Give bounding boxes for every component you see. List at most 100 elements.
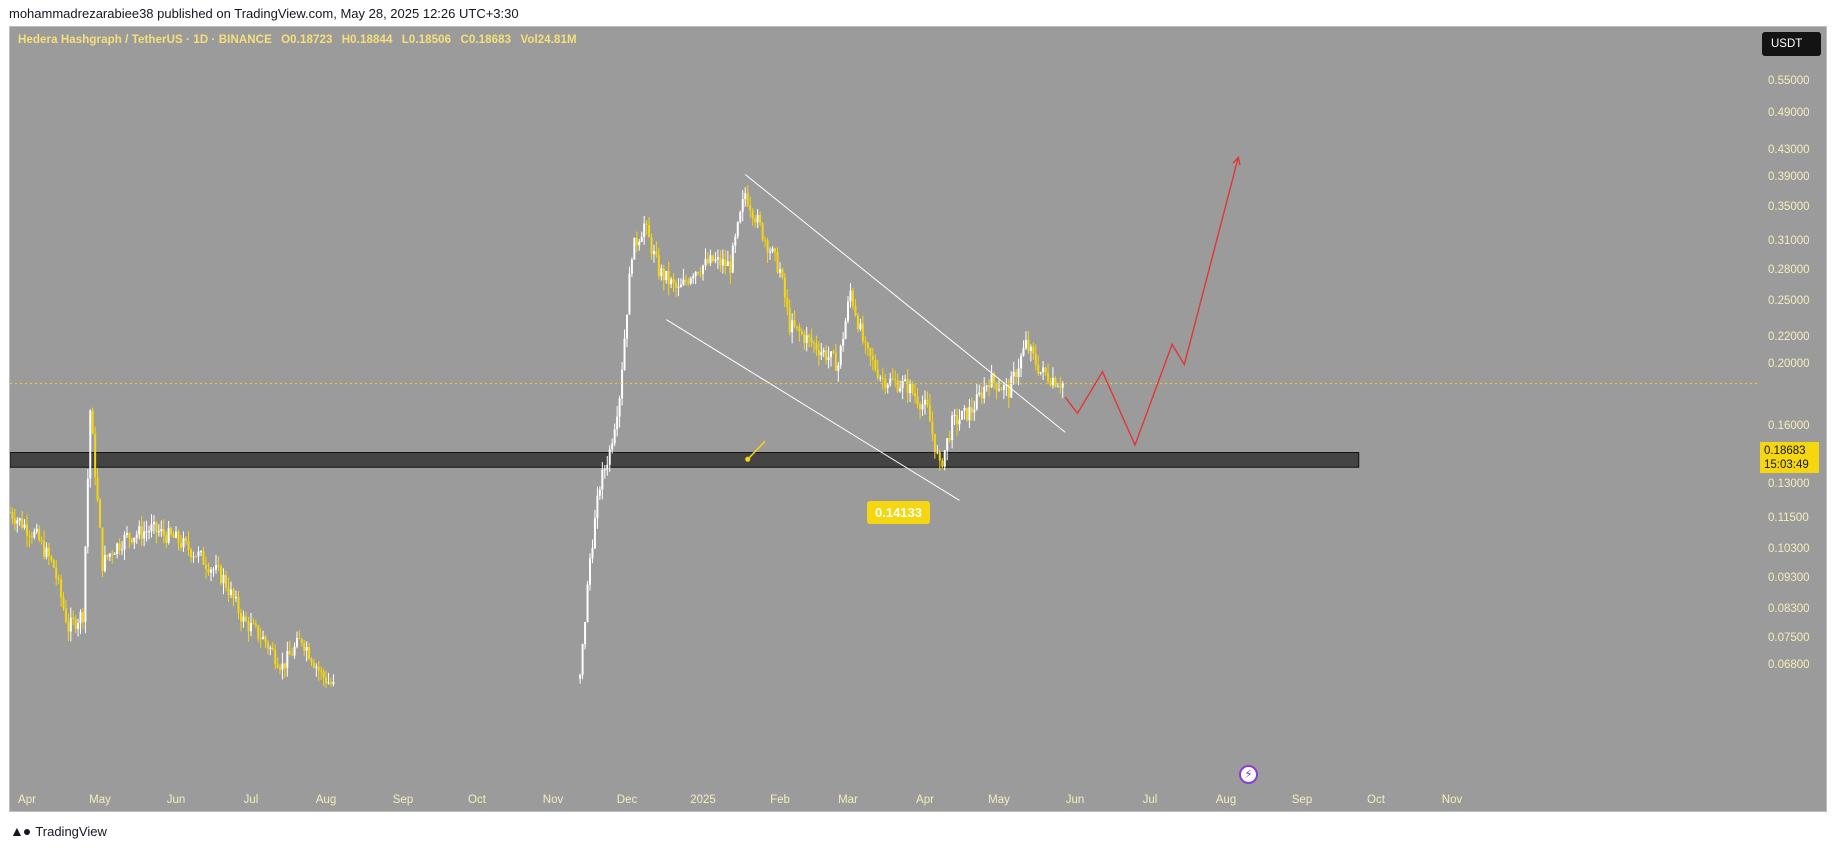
candle-body (108, 553, 111, 558)
ohlc-high: H0.18844 (341, 34, 393, 46)
brand-name: TradingView (35, 823, 107, 839)
lightning-icon[interactable]: ⚡ (1239, 765, 1258, 784)
candle-body (230, 589, 232, 595)
candle-body (896, 380, 899, 392)
candle-body (197, 551, 200, 557)
price-tick-label: 0.16000 (1768, 419, 1810, 432)
candle-body (94, 434, 97, 478)
candle-body (788, 307, 791, 333)
time-tick-label: May (89, 794, 111, 806)
candle-body (731, 245, 734, 273)
candle-body (72, 617, 75, 619)
candle-body (10, 512, 11, 514)
candle-body (96, 477, 99, 500)
candle-body (822, 350, 825, 353)
time-tick-label: Sep (1291, 794, 1313, 806)
support-level-callout[interactable]: 0.14133 (867, 501, 930, 524)
candle-body (953, 415, 956, 417)
candle-body (312, 662, 315, 668)
currency-button[interactable]: USDT (1762, 32, 1821, 56)
candle-body (630, 259, 633, 274)
candle-body (665, 270, 668, 281)
candle-body (84, 546, 87, 623)
candle-body (220, 566, 222, 584)
candle-body (152, 522, 155, 525)
candle-body (736, 222, 739, 237)
candle-body (295, 638, 298, 647)
time-tick-label: Jun (166, 794, 186, 806)
candle-body (165, 535, 168, 543)
candle-body (1022, 348, 1025, 356)
price-tick-label: 0.08300 (1768, 603, 1810, 616)
candle-body (148, 531, 151, 533)
tradingview-brand[interactable]: ▲● TradingView (10, 823, 107, 839)
candle-body (235, 597, 237, 599)
channel-upper-line (744, 174, 1066, 433)
candle-body (847, 301, 849, 321)
candle-body (662, 268, 665, 281)
candle-body (786, 297, 789, 308)
candle-body (157, 531, 160, 533)
candle-body (135, 534, 138, 538)
candle-body (968, 407, 971, 421)
candle-body (726, 261, 729, 267)
candle-body (30, 536, 33, 538)
candle-body (655, 251, 658, 256)
candle-body (170, 528, 173, 535)
candle-body (931, 421, 934, 434)
candle-body (322, 671, 325, 678)
candle-body (202, 551, 205, 565)
candle-body (813, 342, 815, 344)
candle-body (769, 251, 772, 253)
candle-body (754, 218, 757, 223)
candle-body (293, 646, 296, 656)
candle-body (963, 407, 966, 411)
candle-body (257, 625, 260, 639)
volume-value: Vol24.81M (520, 34, 577, 46)
candle-body (973, 409, 976, 413)
price-chart[interactable] (10, 27, 1758, 810)
candle-body (192, 556, 195, 558)
candle-body (751, 210, 754, 219)
candle-body (761, 223, 764, 240)
candle-body (279, 667, 282, 670)
candle-body (308, 647, 311, 659)
time-tick-label: 2025 (690, 794, 716, 806)
candle-body (591, 548, 594, 559)
candle-body (834, 352, 837, 371)
price-tick-label: 0.39000 (1768, 171, 1810, 184)
candle-body (245, 616, 247, 622)
candle-body (1020, 355, 1023, 369)
candle-body (140, 526, 143, 539)
candle-body (626, 314, 628, 339)
candle-body (276, 664, 279, 668)
candle-body (18, 518, 21, 521)
candle-body (993, 373, 996, 383)
symbol-name[interactable]: Hedera Hashgraph / TetherUS · 1D · BINAN… (18, 34, 272, 46)
candle-body (746, 193, 749, 206)
candle-body (864, 341, 867, 343)
candle-body (608, 449, 611, 465)
support-zone (10, 452, 1360, 468)
candle-body (744, 193, 747, 200)
candle-body (593, 518, 596, 549)
publisher-line: mohammadrezarabiee38 published on Tradin… (9, 6, 519, 21)
candle-body (207, 568, 210, 573)
last-price-label: 0.18683 15:03:49 (1760, 442, 1819, 473)
candle-body (779, 269, 781, 273)
candle-body (190, 549, 192, 558)
candle-body (300, 639, 303, 643)
candle-body (721, 259, 724, 266)
candle-body (970, 407, 973, 413)
candle-body (697, 272, 700, 274)
price-axis[interactable]: 0.55000 0.49000 0.43000 0.39000 0.35000 0.310… (1758, 27, 1834, 810)
candle-body (317, 666, 320, 671)
candle-body (704, 258, 707, 266)
candle-body (764, 239, 767, 241)
candle-body (26, 524, 28, 536)
candle-body (175, 531, 177, 538)
candle-body (1059, 386, 1062, 388)
candle-body (1027, 339, 1030, 351)
candle-body (675, 282, 678, 288)
candle-body (325, 677, 327, 684)
